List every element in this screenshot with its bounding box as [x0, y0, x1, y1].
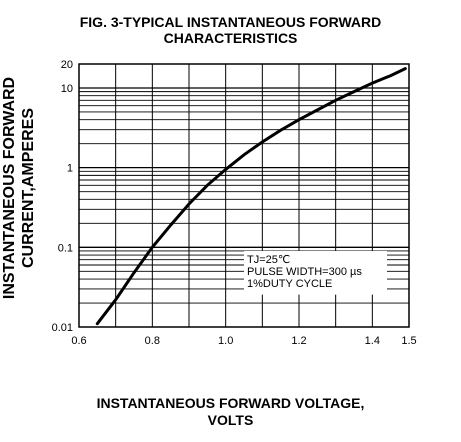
y-tick-labels: 0.01 0.1 1 10 20: [52, 59, 73, 334]
y-tick-label: 10: [61, 83, 73, 95]
annotation-pulse-width: PULSE WIDTH=300 µs: [247, 266, 362, 278]
y-tick-label: 20: [61, 59, 73, 71]
x-axis-label-line-2: VOLTS: [207, 412, 254, 428]
x-tick-label: 0.6: [71, 335, 86, 347]
x-axis-label: INSTANTANEOUS FORWARD VOLTAGE, VOLTS: [0, 395, 461, 429]
y-tick-label: 0.1: [58, 242, 73, 254]
y-tick-label: 0.01: [52, 322, 73, 334]
x-tick-label: 1.0: [218, 335, 233, 347]
y-tick-label: 1: [67, 163, 73, 175]
chart-title-line-2: CHARACTERISTICS: [163, 30, 298, 46]
plot-frame: [78, 63, 410, 328]
chart-title: FIG. 3-TYPICAL INSTANTANEOUS FORWARD CHA…: [0, 14, 461, 46]
annotation-box: [244, 250, 387, 295]
annotation-duty-cycle: 1%DUTY CYCLE: [247, 278, 332, 290]
x-tick-label: 0.8: [145, 335, 160, 347]
annotation-temperature: TJ=25℃: [247, 254, 290, 266]
x-tick-label: 1.2: [291, 335, 306, 347]
x-axis-label-line-1: INSTANTANEOUS FORWARD VOLTAGE,: [96, 395, 365, 411]
x-tick-label: 1.5: [401, 335, 416, 347]
chart-title-line-1: FIG. 3-TYPICAL INSTANTANEOUS FORWARD: [79, 14, 382, 30]
x-tick-labels: 0.6 0.8 1.0 1.2 1.4 1.5: [71, 335, 416, 347]
x-tick-label: 1.4: [365, 335, 380, 347]
forward-characteristic-curve: [95, 67, 407, 326]
